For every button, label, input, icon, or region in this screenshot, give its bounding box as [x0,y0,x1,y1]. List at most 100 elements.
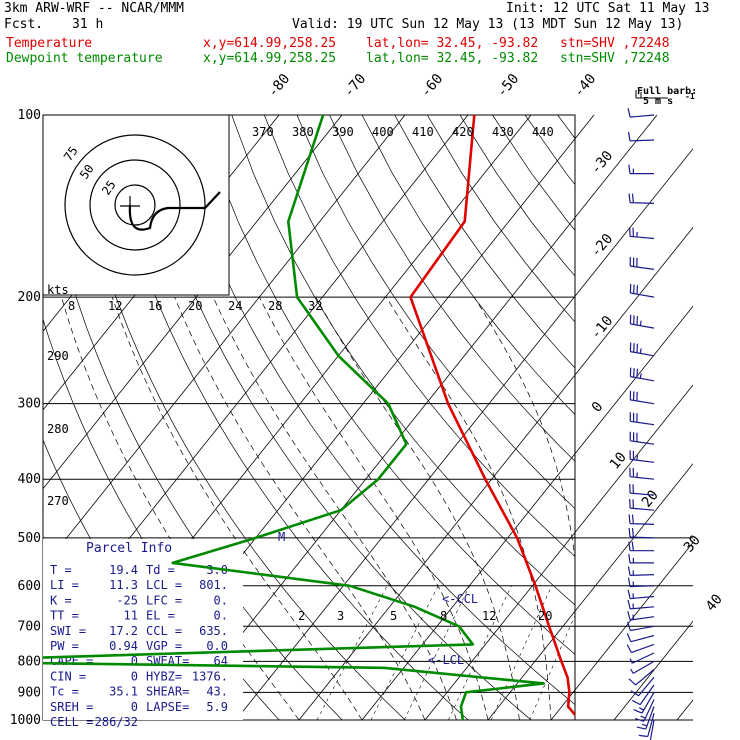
pressure-label-800: 800 [18,654,41,669]
moist-adiabat [61,297,300,720]
wind-barb-125 [628,164,654,175]
isotherm-label: 30 [681,532,704,555]
isotherm-label: -40 [571,71,600,101]
isotherm-label: -60 [418,71,447,101]
wind-barb-375 [629,450,655,463]
wind-barb-250 [629,342,655,357]
wind-barb-225 [629,314,655,329]
parcel-key: LI = [50,578,79,592]
theta-label: 370 [252,125,274,139]
wind-barb-160 [629,227,655,240]
isotherm-line [298,226,693,720]
isotherm-line [487,463,693,720]
theta-side-label: 290 [47,349,69,363]
parcel-value: 801. [199,578,228,592]
m-marker: M [278,530,285,544]
dewpoint-station: stn=SHV ,72248 [560,51,670,66]
wind-barb-200 [629,283,655,298]
forecast-label: Fcst. [4,17,44,32]
pressure-label-200: 200 [18,290,41,305]
parcel-info-title: Parcel Info [86,541,172,556]
temperature-latlon: lat,lon= 32.45, -93.82 [366,36,539,51]
isotherm-label: 0 [589,399,607,416]
dry-adiabat [426,115,575,323]
parcel-key: SWI = [50,624,86,638]
isotherm-label: -70 [341,71,370,101]
isotherm-line [43,115,343,490]
wind-barb-140 [628,193,655,204]
temperature-xy: x,y=614.99,258.25 [203,36,337,51]
hodograph-ring [64,134,206,276]
valid-time: Valid: 19 UTC Sun 12 May 13 (13 MDT Sun … [292,17,684,32]
isotherm-label: -50 [494,71,523,101]
mixing-ratio-label: 8 [440,609,447,623]
theta-label: 380 [292,125,314,139]
parcel-value: 3.0 [206,563,228,577]
isotherm-line [613,620,693,720]
dry-adiabat [68,115,406,720]
pressure-label-300: 300 [18,397,41,412]
theta-side-label: 280 [47,422,69,436]
parcel-value: 0 [131,654,138,668]
theta-label: 410 [412,125,434,139]
dry-adiabat [329,115,575,462]
dry-adiabat [198,115,575,655]
dry-adiabat [688,115,740,720]
theta-label: 400 [372,125,394,139]
parcel-key: LAPSE= [146,700,189,714]
wind-barb-750 [626,643,655,654]
parcel-value: 11.3 [109,578,138,592]
dry-adiabat [557,115,575,139]
temperature-station: stn=SHV ,72248 [560,36,670,51]
parcel-key: SREH = [50,700,93,714]
isotherm-line [550,541,693,720]
pressure-label-600: 600 [18,579,41,594]
wind-barb-350 [629,431,655,445]
mixing-ratio-line [581,586,636,720]
wind-barb-500 [628,527,655,539]
dewpoint-legend: Dewpoint temperature [6,51,163,66]
parcel-value: 0. [214,609,228,623]
pressure-label-400: 400 [18,472,41,487]
theta-label: 440 [532,125,554,139]
pressure-label-900: 900 [18,685,41,700]
hodo-speed-label: 28 [268,299,282,313]
wind-barb-550 [628,553,654,564]
parcel-value: 635. [199,624,228,638]
parcel-value: -25 [116,593,138,607]
wind-barb-625 [627,589,655,600]
hodograph-ring-label: 50 [77,162,97,182]
hodograph-ring [114,184,156,226]
wind-barb-700 [627,621,655,632]
wind-barb-180 [629,256,655,270]
dry-adiabat [231,115,575,606]
wind-barb-725 [626,633,655,643]
lcl-marker: <-LCL [428,653,464,667]
mixing-ratio-label: 12 [482,609,496,623]
barb-legend-sample [635,90,668,99]
barb-legend-exp: -1 [685,92,695,101]
hodo-speed-label: 16 [148,299,162,313]
dry-adiabat [100,115,469,720]
parcel-value: 43. [206,685,228,699]
parcel-key: SHEAR= [146,685,189,699]
parcel-key: T = [50,563,72,577]
parcel-key: CELL = [50,715,93,729]
wind-barb-275 [629,367,655,382]
dry-adiabat [492,115,575,231]
theta-label: 430 [492,125,514,139]
parcel-key: CIN = [50,669,86,683]
parcel-info-box [43,539,243,720]
dewpoint-xy: x,y=614.99,258.25 [203,51,337,66]
dry-adiabat [656,115,740,720]
wind-barb-800 [630,660,655,674]
pressure-label-500: 500 [18,531,41,546]
parcel-key: LCL = [146,578,182,592]
isotherm-label: -80 [265,71,294,101]
wind-barb-425 [629,483,655,496]
ccl-marker: <-CCL [442,592,478,606]
hodo-speed-label: 24 [228,299,242,313]
hodo-unit-label: kts [47,283,69,297]
wind-barb-925 [635,699,655,722]
dewpoint-profile [43,115,545,720]
